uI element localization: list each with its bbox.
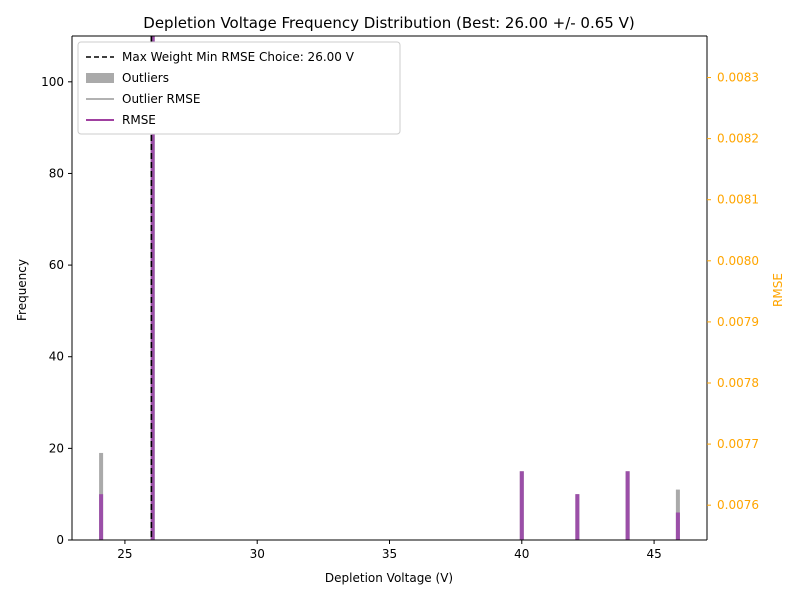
x-tick-label: 40 [514,547,529,561]
y-tick-label: 80 [49,166,64,180]
y2-tick-label: 0.0080 [717,254,759,268]
bar-rmse-1 [150,36,155,540]
legend: Max Weight Min RMSE Choice: 26.00 V Outli… [77,41,401,135]
y2-tick-label: 0.0078 [717,376,759,390]
legend-label: Max Weight Min RMSE Choice: 26.00 V [122,50,355,64]
bar-rmse-5 [675,512,680,540]
y-tick-label: 40 [49,350,64,364]
y2-tick-label: 0.0082 [717,132,759,146]
legend-label: Outliers [122,71,169,85]
y-tick-label: 60 [49,258,64,272]
legend-marker-outliers [86,73,114,83]
y2-tick-label: 0.0076 [717,498,759,512]
legend-label: RMSE [122,113,156,127]
bar-rmse-3 [575,494,580,540]
y2-tick-label: 0.0077 [717,437,759,451]
x-tick-label: 30 [250,547,265,561]
y2-tick-label: 0.0083 [717,71,759,85]
legend-box [77,41,401,135]
bar-rmse-2 [519,471,524,540]
y2-axis-label: RMSE [771,273,785,307]
y2-tick-label: 0.0079 [717,315,759,329]
y2-tick-label: 0.0081 [717,193,759,207]
y-tick-label: 0 [56,533,64,547]
plot-layer: 25 30 35 40 45 0 20 40 60 80 100 0.0076 0.0077 0.0078… [41,35,759,561]
y-tick-label: 100 [41,75,64,89]
x-axis-label: Depletion Voltage (V) [325,571,453,585]
y-axis-label: Frequency [15,259,29,321]
x-tick-label: 25 [117,547,132,561]
bar-rmse-4 [625,471,630,540]
x-tick-label: 45 [646,547,661,561]
legend-label: Outlier RMSE [122,92,200,106]
chart-title: Depletion Voltage Frequency Distribution… [143,14,634,32]
x-tick-label: 35 [382,547,397,561]
bar-rmse-0 [99,494,104,540]
y-tick-label: 20 [49,441,64,455]
